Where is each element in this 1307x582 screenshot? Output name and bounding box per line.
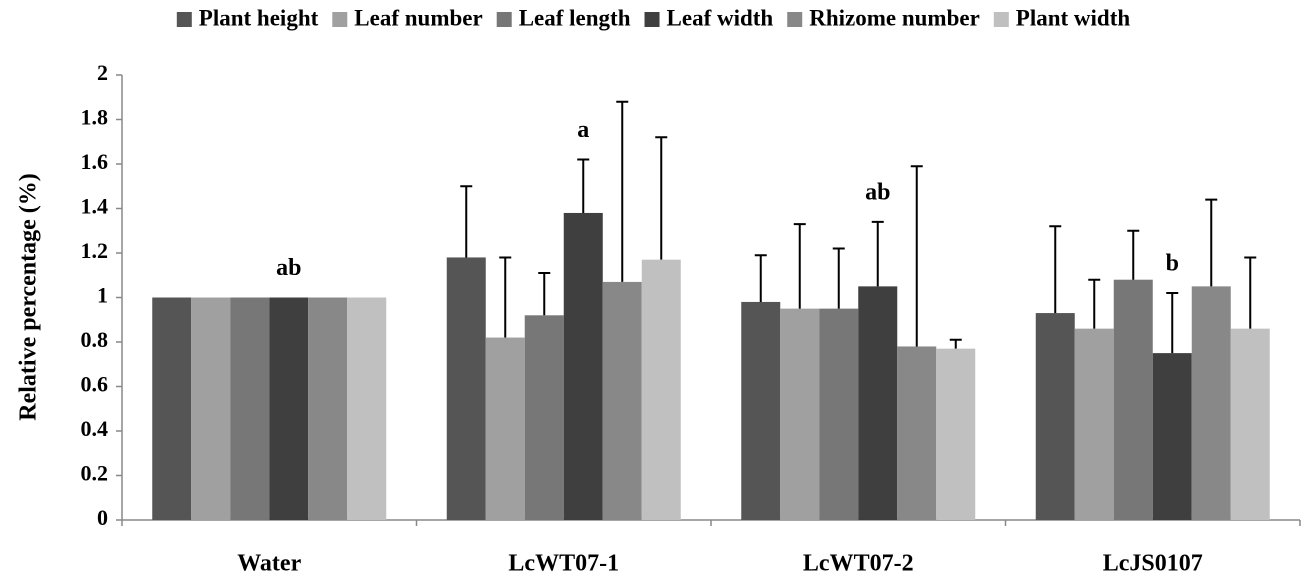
legend-swatch bbox=[176, 12, 192, 27]
error-bar bbox=[832, 247, 845, 309]
bar bbox=[858, 286, 898, 520]
error-bar bbox=[577, 158, 590, 213]
x-tick-label: Water bbox=[237, 551, 301, 577]
bar bbox=[897, 346, 937, 520]
y-tick-label: 1.4 bbox=[81, 194, 109, 219]
error-bar bbox=[871, 220, 884, 287]
error-bar bbox=[754, 254, 767, 302]
y-tick-label: 0.2 bbox=[81, 461, 109, 486]
error-bar bbox=[1127, 229, 1140, 280]
error-bar bbox=[499, 256, 512, 338]
error-bar bbox=[538, 272, 551, 316]
error-bar bbox=[910, 165, 923, 347]
bar bbox=[641, 259, 681, 520]
error-bar bbox=[1205, 198, 1218, 287]
legend-label: Leaf length bbox=[519, 5, 631, 30]
error-bar bbox=[655, 136, 668, 260]
y-tick-label: 2 bbox=[97, 60, 108, 85]
bar bbox=[1035, 313, 1075, 520]
error-bar bbox=[460, 185, 473, 258]
x-tick-label: LcWT07-2 bbox=[803, 551, 914, 577]
error-bar bbox=[616, 100, 629, 282]
legend-swatch bbox=[644, 12, 660, 27]
legend-label: Leaf width bbox=[667, 5, 774, 30]
bar bbox=[819, 308, 859, 520]
bar bbox=[446, 257, 486, 520]
legend-swatch bbox=[787, 12, 803, 27]
legend-swatch bbox=[496, 12, 512, 27]
annotation: ab bbox=[865, 179, 890, 205]
y-tick-label: 0.4 bbox=[81, 416, 109, 441]
bar bbox=[347, 297, 387, 520]
y-tick-label: 0.6 bbox=[81, 372, 109, 397]
legend-label: Plant width bbox=[1016, 5, 1131, 30]
bar bbox=[936, 348, 976, 520]
error-bar bbox=[1166, 292, 1179, 354]
bar bbox=[602, 281, 642, 520]
error-bar bbox=[1244, 256, 1257, 329]
bar bbox=[1191, 286, 1231, 520]
bar bbox=[524, 315, 564, 520]
annotation: ab bbox=[276, 255, 301, 281]
bar bbox=[780, 308, 820, 520]
bar bbox=[269, 297, 309, 520]
bar bbox=[1113, 279, 1153, 520]
error-bar bbox=[1088, 278, 1101, 329]
bar bbox=[230, 297, 270, 520]
bar bbox=[1230, 328, 1270, 520]
y-axis-label: Relative percentage (%) bbox=[16, 173, 42, 420]
y-tick-label: 1.6 bbox=[81, 149, 109, 174]
annotation: b bbox=[1166, 251, 1179, 277]
bar bbox=[1152, 353, 1192, 520]
annotation: a bbox=[577, 117, 589, 143]
bar bbox=[308, 297, 348, 520]
bar bbox=[563, 212, 603, 520]
y-tick-label: 0.8 bbox=[81, 327, 109, 352]
legend-label: Plant height bbox=[199, 5, 319, 30]
y-tick-label: 1.2 bbox=[81, 238, 109, 263]
y-tick-label: 0 bbox=[97, 505, 108, 530]
legend-label: Leaf number bbox=[354, 5, 482, 30]
error-bar bbox=[949, 338, 962, 349]
legend-swatch bbox=[993, 12, 1009, 27]
bar bbox=[191, 297, 231, 520]
y-tick-label: 1.8 bbox=[81, 105, 109, 130]
legend-label: Rhizome number bbox=[809, 5, 980, 30]
y-tick-label: 1 bbox=[97, 283, 108, 308]
error-bar bbox=[793, 223, 806, 309]
bar bbox=[741, 301, 781, 520]
legend-swatch bbox=[332, 12, 348, 27]
bar bbox=[152, 297, 192, 520]
error-bar bbox=[1049, 225, 1062, 314]
bar bbox=[1074, 328, 1114, 520]
bar bbox=[485, 337, 525, 520]
x-tick-label: LcWT07-1 bbox=[508, 551, 619, 577]
x-tick-label: LcJS0107 bbox=[1103, 551, 1203, 577]
